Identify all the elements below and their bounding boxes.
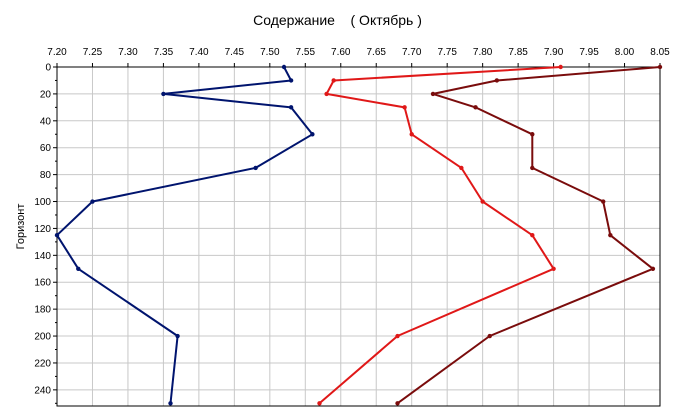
y-tick-label: 240 [34,385,51,396]
y-tick-label: 160 [34,278,51,289]
data-point [657,64,663,70]
y-axis-label: Горизонт [15,204,27,250]
y-tick-label: 40 [40,116,52,127]
x-tick-label: 7.55 [296,47,316,58]
x-tick-label: 8.05 [650,47,670,58]
data-point [409,132,414,137]
x-tick-label: 7.30 [118,47,138,58]
data-point [288,78,294,83]
data-point [494,78,500,83]
data-point [530,232,535,238]
data-point [650,266,656,271]
series-1 [54,64,315,406]
data-point [310,132,315,137]
data-point [430,91,436,97]
data-point [175,333,180,339]
data-point [395,401,400,406]
series-3 [395,64,663,406]
x-tick-label: 7.85 [508,47,528,58]
y-tick-label: 60 [40,143,52,154]
y-tick-label: 100 [34,197,51,208]
series-layer [54,64,663,406]
x-tick-label: 7.70 [402,47,422,58]
x-tick-label: 7.80 [473,47,493,58]
data-point [530,132,535,137]
data-point [402,105,407,110]
y-tick-label: 180 [34,305,51,316]
x-tick-label: 7.20 [47,47,67,58]
data-point [558,64,563,70]
x-tick-label: 8.00 [615,47,635,58]
x-tick-label: 7.95 [579,47,599,58]
x-tick-label: 7.35 [154,47,174,58]
y-tick-label: 20 [40,89,52,100]
data-point [459,165,464,171]
y-tick-label: 200 [34,332,51,343]
y-tick-label: 0 [45,63,51,74]
data-point [317,401,322,406]
axis-layer: 7.20 7.25 7.30 7.35 7.40 7.45 7.50 7.55 7.60 7.65… [34,47,670,407]
data-point [76,266,81,271]
x-tick-label: 7.60 [331,47,351,58]
plot-area [57,67,660,406]
data-point [90,199,95,204]
x-tick-label: 7.25 [83,47,103,58]
data-point [551,266,556,271]
data-point [480,199,485,204]
data-point [487,333,492,339]
data-point [395,333,400,339]
data-point [530,165,535,171]
y-tick-label: 220 [34,358,51,369]
data-point [601,199,606,204]
data-point [324,91,329,97]
x-tick-label: 7.75 [437,47,457,58]
data-point [54,232,60,238]
x-tick-label: 7.65 [367,47,387,58]
data-point [161,91,166,97]
chart-title: Содержание ( Октябрь ) [253,12,422,28]
data-point [253,165,258,171]
y-tick-label: 80 [40,170,52,181]
data-point [281,64,287,70]
x-tick-label: 7.45 [225,47,245,58]
x-tick-label: 7.50 [260,47,280,58]
data-point [331,78,336,83]
data-point [288,105,294,110]
y-tick-label: 120 [34,224,51,235]
y-tick-label: 140 [34,251,51,262]
data-point [168,401,173,406]
x-tick-label: 7.40 [189,47,209,58]
data-point [608,232,613,238]
data-point [473,105,478,110]
x-tick-label: 7.90 [544,47,564,58]
series-2 [317,64,563,406]
